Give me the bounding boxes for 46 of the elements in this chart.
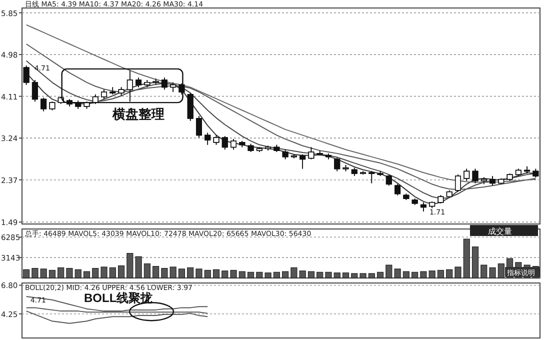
bar	[74, 269, 82, 278]
bar	[196, 268, 202, 278]
bar	[308, 271, 314, 278]
bar	[412, 272, 418, 278]
bar	[472, 246, 479, 278]
bar	[204, 270, 211, 278]
bar	[222, 270, 228, 278]
bar	[402, 271, 410, 278]
bar	[282, 271, 289, 278]
bar	[230, 270, 237, 278]
bar	[273, 272, 280, 278]
bar	[23, 269, 30, 278]
bar	[248, 272, 254, 278]
bar	[187, 267, 194, 278]
line-series	[26, 310, 208, 324]
bar	[480, 264, 488, 278]
bar	[83, 271, 90, 278]
bar	[454, 266, 462, 278]
line-series	[26, 44, 536, 190]
bar	[66, 268, 73, 278]
bar	[334, 272, 340, 278]
bar	[178, 268, 185, 278]
bar	[92, 268, 99, 278]
bar	[325, 272, 332, 278]
bar	[446, 269, 453, 278]
bar	[144, 263, 150, 278]
bar	[377, 272, 384, 278]
bar	[351, 273, 358, 278]
bar	[48, 270, 56, 278]
bar	[368, 273, 375, 278]
bar	[100, 266, 108, 278]
bar	[316, 272, 324, 278]
annotation: 横盘整理	[112, 106, 165, 122]
bar	[342, 272, 350, 278]
bar	[498, 263, 504, 278]
bar	[463, 238, 470, 278]
annotation: 成交量	[488, 227, 512, 236]
bar	[118, 265, 125, 278]
bar	[489, 267, 496, 278]
bar	[152, 266, 160, 278]
bar	[360, 273, 366, 278]
bar	[238, 271, 246, 278]
bar	[58, 267, 64, 278]
bar	[212, 269, 220, 278]
bar	[437, 270, 444, 278]
bar	[109, 267, 116, 278]
